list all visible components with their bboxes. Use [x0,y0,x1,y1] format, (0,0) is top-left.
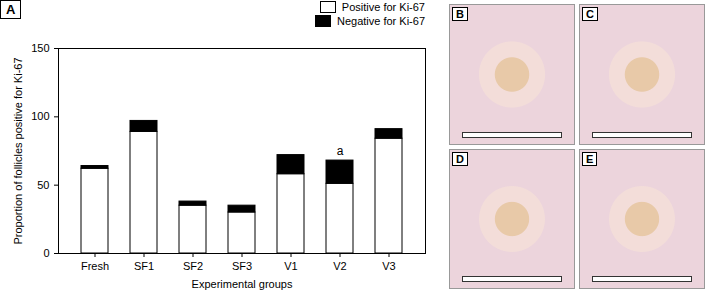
svg-text:SF1: SF1 [134,260,154,272]
html-text:D: D [456,152,464,165]
svg-text:50: 50 [37,179,49,191]
svg-text:150: 150 [31,42,49,54]
svg-text:V1: V1 [284,260,297,272]
html-text:E: E [586,152,594,165]
svg-text:V3: V3 [382,260,395,272]
html-text:C: C [586,8,594,20]
svg-text:0: 0 [43,247,49,259]
svg-text:Experimental groups: Experimental groups [192,278,293,290]
html-text:Negative for Ki-67: Negative for Ki-67 [337,15,425,27]
svg-text:Proportion of follicles positi: Proportion of follicles positive for Ki-… [12,57,24,244]
html-text:Positive for Ki-67: Positive for Ki-67 [341,1,425,13]
html-text:A: A [6,2,16,17]
svg-text:a: a [337,144,344,158]
svg-text:Fresh: Fresh [81,260,109,272]
svg-text:100: 100 [31,110,49,122]
html-text:B: B [456,8,464,20]
svg-text:SF3: SF3 [232,260,252,272]
svg-text:SF2: SF2 [183,260,203,272]
svg-text:V2: V2 [333,260,346,272]
